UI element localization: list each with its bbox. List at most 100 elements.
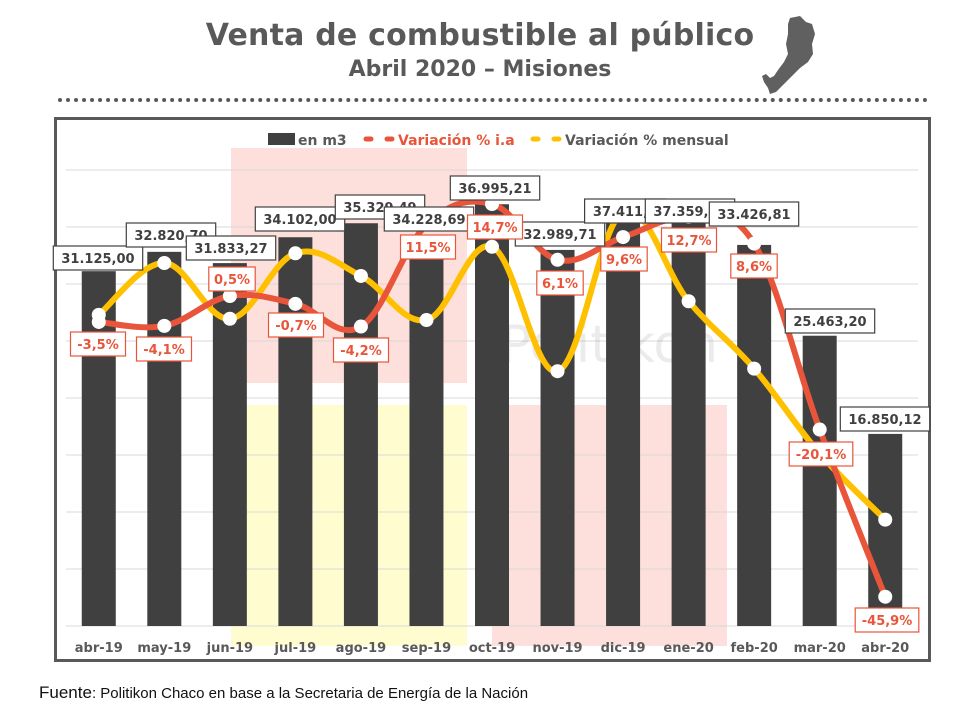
x-tick-nov-19: nov-19: [532, 641, 582, 656]
bar-label-sep-19: 34.228,69: [383, 206, 475, 232]
bar-label-abr-20: 16.850,12: [839, 406, 931, 432]
label-text: 36.995,21: [458, 182, 531, 197]
label-box: [208, 266, 256, 292]
ia-label-oct-19: 14,7%: [466, 214, 524, 240]
label-text: 9,6%: [606, 253, 642, 268]
label-box: [784, 308, 876, 334]
label-box: [730, 253, 778, 279]
label-box: [839, 406, 931, 432]
point-ia-feb-20: [747, 236, 762, 251]
chart-frame: [54, 117, 931, 662]
bar-ago-19: [343, 223, 378, 626]
label-box: [788, 441, 854, 467]
ia-label-sep-19: 11,5%: [399, 234, 457, 260]
label-text: 34.102,00: [263, 213, 336, 228]
ia-label-ago-19: -4,2%: [332, 337, 390, 363]
label-text: -4,1%: [143, 343, 184, 358]
bar-nov-19: [540, 249, 575, 627]
point-mensual-sep-19: [419, 313, 434, 328]
label-text: 6,1%: [542, 277, 578, 292]
source-footer: Fuente: Politikon Chaco en base a la Sec…: [39, 683, 528, 703]
bar-label-abr-19: 31.125,00: [52, 245, 144, 271]
point-ia-abr-19: [91, 314, 106, 329]
label-text: 25.463,20: [793, 315, 866, 330]
label-text: 32.989,71: [523, 228, 596, 243]
x-tick-abr-19: abr-19: [75, 641, 123, 656]
label-text: 37.359,88: [653, 205, 726, 220]
label-text: 16.850,12: [848, 413, 921, 428]
point-mensual-ago-19: [353, 268, 368, 283]
bar-label-jul-19: 34.102,00: [254, 206, 346, 232]
x-tick-may-19: may-19: [137, 641, 191, 656]
x-tick-ene-20: ene-20: [663, 641, 713, 656]
point-ia-ago-19: [353, 319, 368, 334]
x-tick-feb-20: feb-20: [731, 641, 778, 656]
point-ia-nov-19: [550, 252, 565, 267]
ia-label-jun-19: 0,5%: [208, 266, 256, 292]
ia-label-abr-19: -3,5%: [69, 331, 127, 357]
label-text: 11,5%: [405, 241, 450, 256]
label-box: [399, 234, 457, 260]
point-mensual-jun-19: [222, 311, 237, 326]
label-box: [514, 221, 606, 247]
ia-label-ene-20: 12,7%: [660, 227, 718, 253]
label-text: 31.833,27: [194, 242, 267, 257]
bar-may-19: [147, 251, 182, 626]
legend-swatch-bars: [268, 133, 295, 145]
label-box: [449, 175, 541, 201]
label-text: 33.426,81: [717, 208, 790, 223]
label-box: [52, 245, 144, 271]
point-mensual-abr-20: [878, 512, 893, 527]
point-mensual-jul-19: [288, 246, 303, 261]
point-mensual-nov-19: [550, 364, 565, 379]
label-box: [660, 227, 718, 253]
x-tick-ago-19: ago-19: [336, 641, 387, 656]
bar-mar-20: [802, 335, 837, 626]
legend-label-mensual: Variación % mensual: [565, 133, 729, 149]
bar-label-mar-20: 25.463,20: [784, 308, 876, 334]
ia-label-jul-19: -0,7%: [267, 312, 325, 338]
x-tick-oct-19: oct-19: [469, 641, 515, 656]
header-divider: [58, 98, 928, 102]
label-text: -0,7%: [275, 319, 316, 334]
bar-label-jun-19: 31.833,27: [185, 235, 277, 261]
point-mensual-feb-20: [747, 361, 762, 376]
label-box: [254, 206, 346, 232]
label-text: -4,2%: [340, 344, 381, 359]
legend: en m3 Variación % i.a Variación % mensual: [268, 133, 729, 149]
bar-feb-20: [737, 244, 772, 626]
point-ia-jul-19: [288, 296, 303, 311]
legend-label-ia: Variación % i.a: [398, 133, 515, 149]
label-box: [267, 312, 325, 338]
x-tick-abr-20: abr-20: [861, 641, 909, 656]
ia-label-abr-20: -45,9%: [854, 607, 920, 633]
point-mensual-oct-19: [485, 239, 499, 254]
ia-label-feb-20: 8,6%: [730, 253, 778, 279]
bar-label-nov-19: 32.989,71: [514, 221, 606, 247]
title-subtitle: Abril 2020 – Misiones: [348, 57, 612, 82]
ia-label-mar-20: -20,1%: [788, 441, 854, 467]
point-ia-dic-19: [616, 230, 631, 245]
bar-jul-19: [278, 237, 313, 627]
label-text: -45,9%: [862, 614, 913, 629]
label-text: 37.411,9: [593, 205, 657, 220]
x-tick-mar-20: mar-20: [794, 641, 846, 656]
label-box: [185, 235, 277, 261]
label-box: [69, 331, 127, 357]
label-box: [536, 270, 584, 296]
source-text: : Politikon Chaco en base a la Secretari…: [91, 685, 529, 702]
x-tick-sep-19: sep-19: [402, 641, 451, 656]
label-box: [466, 214, 524, 240]
x-tick-jul-19: jul-19: [274, 641, 317, 656]
point-ia-may-19: [157, 318, 172, 333]
label-box: [135, 336, 193, 362]
point-ia-mar-20: [812, 422, 827, 437]
label-text: -3,5%: [77, 338, 118, 353]
legend-label-bars: en m3: [298, 133, 347, 149]
bar-sep-19: [409, 235, 444, 626]
point-mensual-may-19: [157, 256, 172, 271]
bar-label-oct-19: 36.995,21: [449, 175, 541, 201]
label-text: 14,7%: [472, 221, 517, 236]
label-text: -20,1%: [796, 448, 847, 463]
point-mensual-ene-20: [681, 294, 696, 309]
